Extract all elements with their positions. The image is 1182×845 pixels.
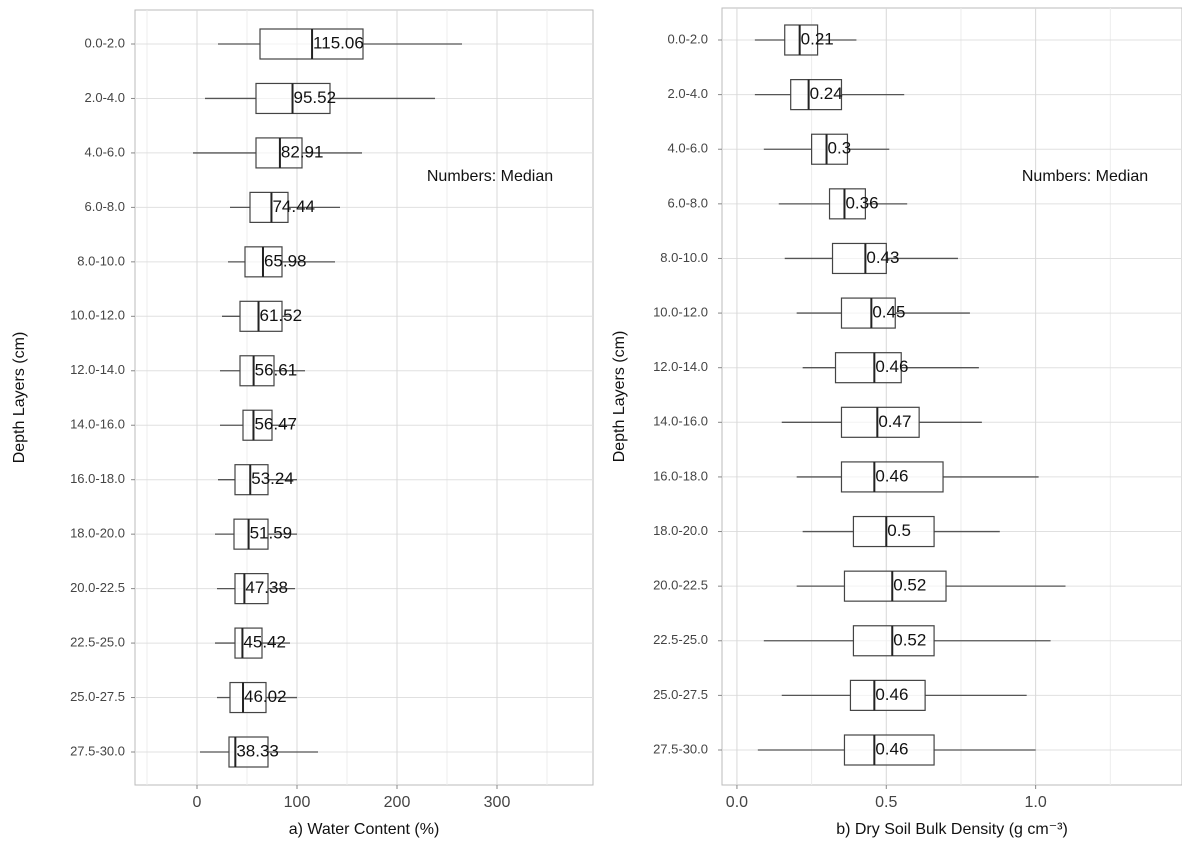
y-tick-label: 16.0-18.0 [653, 468, 708, 483]
y-tick-label: 25.0-27.5 [70, 689, 125, 704]
y-tick-label: 6.0-8.0 [668, 195, 708, 210]
annotation: Numbers: Median [427, 168, 553, 185]
y-tick-label: 10.0-12.0 [653, 305, 708, 320]
y-tick-label: 6.0-8.0 [85, 199, 125, 214]
y-tick-label: 2.0-4.0 [668, 86, 708, 101]
y-tick-label: 18.0-20.0 [70, 526, 125, 541]
y-tick-label: 22.5-25.0 [70, 635, 125, 650]
x-tick-label: 100 [284, 794, 311, 811]
box [840, 297, 896, 329]
y-tick-label: 12.0-14.0 [653, 359, 708, 374]
y-tick-label: 18.0-20.0 [653, 523, 708, 538]
y-axis-title: Depth Layers (cm) [11, 332, 28, 464]
x-axis-title: a) Water Content (%) [289, 821, 440, 838]
box [852, 515, 935, 548]
median-label: 0.43 [866, 248, 899, 267]
median-label: 38.33 [236, 741, 279, 760]
x-tick-label: 0 [193, 794, 202, 811]
x-axis-title: b) Dry Soil Bulk Density (g cm⁻³) [836, 821, 1068, 838]
box [249, 191, 289, 223]
median-label: 51.59 [250, 524, 293, 543]
y-tick-label: 4.0-6.0 [85, 144, 125, 159]
box [831, 242, 887, 275]
box [229, 681, 267, 714]
x-tick-label: 0.0 [726, 794, 748, 811]
x-tick-label: 0.5 [875, 794, 897, 811]
median-label: 65.98 [264, 251, 307, 270]
median-label: 0.24 [810, 84, 843, 103]
median-label: 0.47 [878, 412, 911, 431]
y-tick-label: 8.0-10.0 [77, 253, 125, 268]
annotation: Numbers: Median [1022, 168, 1148, 185]
box [843, 734, 935, 766]
median-label: 0.52 [893, 576, 926, 595]
box [239, 355, 275, 387]
y-tick-label: 27.5-30.0 [653, 741, 708, 756]
median-label: 0.45 [872, 303, 905, 322]
box [234, 464, 269, 496]
median-label: 95.52 [294, 88, 337, 107]
median-label: 45.42 [243, 633, 286, 652]
median-label: 56.61 [255, 360, 298, 379]
box [828, 188, 866, 220]
box [849, 679, 926, 711]
y-tick-label: 16.0-18.0 [70, 471, 125, 486]
median-label: 115.06 [313, 33, 364, 52]
y-tick-label: 2.0-4.0 [85, 90, 125, 105]
median-label: 47.38 [245, 578, 288, 597]
median-label: 53.24 [251, 469, 294, 488]
median-label: 74.44 [272, 197, 315, 216]
median-label: 0.46 [875, 739, 908, 758]
x-tick-label: 1.0 [1025, 794, 1047, 811]
box [852, 625, 935, 657]
x-tick-label: 200 [384, 794, 411, 811]
box [790, 79, 843, 111]
box [811, 133, 849, 165]
box [239, 300, 283, 332]
median-label: 0.52 [893, 630, 926, 649]
box [843, 570, 947, 602]
y-tick-label: 20.0-22.5 [70, 580, 125, 595]
y-tick-label: 4.0-6.0 [668, 141, 708, 156]
median-label: 0.46 [875, 357, 908, 376]
median-label: 0.5 [887, 521, 911, 540]
median-label: 0.46 [875, 685, 908, 704]
median-label: 82.91 [281, 142, 324, 161]
median-label: 56.47 [254, 415, 297, 434]
median-label: 0.46 [875, 466, 908, 485]
y-tick-label: 0.0-2.0 [85, 35, 125, 50]
median-label: 46.02 [244, 687, 287, 706]
box [840, 406, 920, 438]
median-label: 61.52 [260, 306, 303, 325]
median-label: 0.21 [801, 29, 834, 48]
box [840, 461, 944, 493]
y-tick-label: 0.0-2.0 [668, 31, 708, 46]
box [242, 409, 273, 441]
x-tick-label: 300 [484, 794, 511, 811]
y-tick-label: 27.5-30.0 [70, 743, 125, 758]
box [234, 573, 269, 605]
y-tick-label: 22.5-25.0 [653, 632, 708, 647]
plot-area [134, 9, 594, 786]
y-axis-title: Depth Layers (cm) [611, 331, 628, 463]
plot-area [721, 7, 1182, 786]
box [233, 518, 269, 550]
box [234, 627, 263, 659]
y-tick-label: 10.0-12.0 [70, 308, 125, 323]
box [834, 352, 902, 384]
y-tick-label: 20.0-22.5 [653, 578, 708, 593]
y-tick-label: 14.0-16.0 [653, 414, 708, 429]
y-tick-label: 8.0-10.0 [660, 250, 708, 265]
box [784, 24, 819, 56]
median-label: 0.36 [845, 193, 878, 212]
y-tick-label: 25.0-27.5 [653, 687, 708, 702]
y-tick-label: 12.0-14.0 [70, 362, 125, 377]
median-label: 0.3 [828, 139, 852, 158]
y-tick-label: 14.0-16.0 [70, 417, 125, 432]
